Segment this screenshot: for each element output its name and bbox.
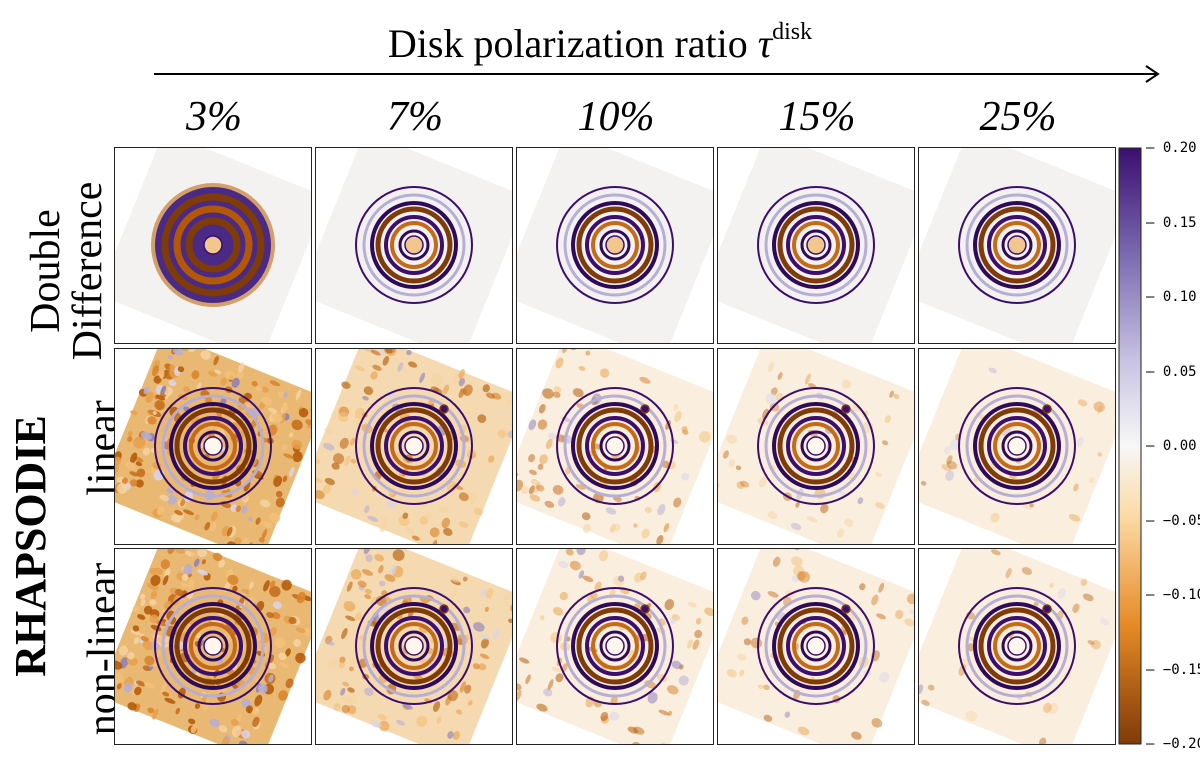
column-label-5: 25% <box>979 94 1057 140</box>
image-panel-r1-c2 <box>315 147 513 344</box>
colorbar-tick-label: – 0.00 <box>1146 438 1197 454</box>
image-panel-r1-c3 <box>516 147 714 344</box>
direction-arrow <box>154 65 1160 83</box>
colorbar-tick-label: – 0.20 <box>1146 140 1197 156</box>
row-label-line2: Difference <box>65 181 111 361</box>
figure-title: Disk polarization ratio τdisk <box>0 10 1200 66</box>
image-panel-r1-c1 <box>114 147 312 344</box>
column-label-2: 7% <box>387 94 443 140</box>
colorbar-tick-label: – 0.10 <box>1146 289 1197 305</box>
row-label-double-difference: Double Difference <box>23 171 115 371</box>
image-panel-r3-c4 <box>717 548 915 745</box>
image-panel-r2-c3 <box>516 348 714 545</box>
colorbar-tick-label: – 0.05 <box>1146 363 1197 380</box>
column-label-3: 10% <box>577 94 655 140</box>
colorbar-tick-label: – −0.10 <box>1146 587 1200 603</box>
title-tau-symbol: τ <box>757 21 773 66</box>
image-panel-r3-c1 <box>114 548 312 745</box>
column-label-4: 15% <box>778 94 856 140</box>
image-panel-r3-c3 <box>516 548 714 745</box>
colorbar <box>1118 147 1142 745</box>
column-label-1: 3% <box>186 94 242 140</box>
colorbar-tick-label: – 0.15 <box>1146 214 1197 231</box>
colorbar-tick-label: – −0.15 <box>1146 661 1200 678</box>
image-panel-r2-c1 <box>114 348 312 545</box>
image-panel-r2-c2 <box>315 348 513 545</box>
colorbar-tick-label: – −0.20 <box>1146 736 1200 752</box>
image-panel-r2-c5 <box>918 348 1116 545</box>
image-panel-r2-c4 <box>717 348 915 545</box>
colorbar-tick-label: – −0.05 <box>1146 512 1200 529</box>
image-panel-r1-c4 <box>717 147 915 344</box>
title-text: Disk polarization ratio <box>387 21 758 66</box>
image-panel-r3-c2 <box>315 548 513 745</box>
image-panel-r1-c5 <box>918 147 1116 344</box>
group-label-rhapsodie: RHAPSODIE <box>6 415 55 677</box>
image-panel-r3-c5 <box>918 548 1116 745</box>
title-superscript: disk <box>772 19 813 45</box>
row-label-line1: Double <box>23 209 69 333</box>
